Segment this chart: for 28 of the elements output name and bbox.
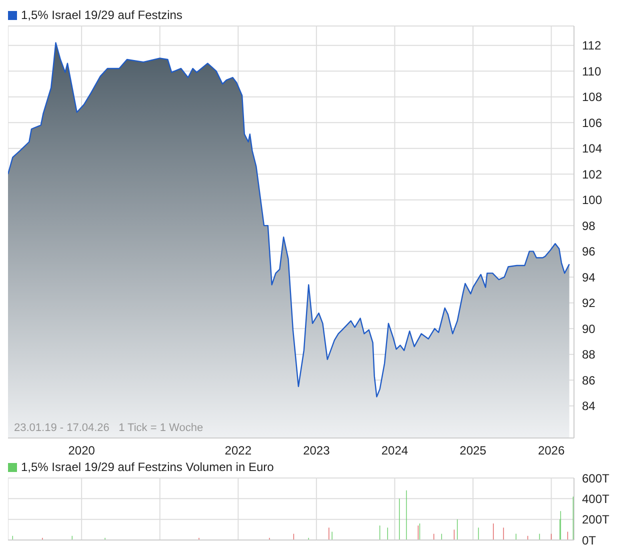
y-tick-label: 92 bbox=[582, 296, 596, 310]
y-tick-label: 88 bbox=[582, 348, 596, 362]
y-tick-label: 400T bbox=[582, 492, 610, 506]
x-tick-label: 2026 bbox=[538, 444, 565, 458]
y-tick-label: 0T bbox=[582, 533, 597, 546]
y-tick-label: 100 bbox=[582, 193, 602, 208]
y-tick-label: 200T bbox=[582, 512, 610, 527]
y-tick-label: 94 bbox=[582, 270, 596, 284]
y-tick-label: 102 bbox=[582, 167, 602, 182]
y-tick-label: 90 bbox=[582, 322, 596, 336]
annotation: 23.01.19 - 17.04.26 1 Tick = 1 Woche bbox=[14, 422, 204, 434]
x-tick-label: 2020 bbox=[68, 444, 96, 458]
x-tick-label: 2023 bbox=[303, 444, 330, 458]
y-tick-label: 108 bbox=[582, 90, 602, 104]
y-tick-label: 96 bbox=[582, 244, 596, 259]
y-tick-label: 104 bbox=[582, 142, 602, 156]
x-tick-label: 2024 bbox=[381, 444, 408, 458]
y-tick-label: 86 bbox=[582, 373, 596, 388]
y-tick-label: 110 bbox=[582, 64, 602, 78]
y-tick-label: 112 bbox=[582, 38, 602, 53]
y-tick-label: 98 bbox=[582, 218, 596, 233]
legend-label: 1,5% Israel 19/29 auf Festzins Volumen in Euro bbox=[21, 460, 274, 474]
y-tick-label: 106 bbox=[582, 116, 602, 130]
y-tick-label: 600T bbox=[582, 471, 610, 486]
x-tick-label: 2022 bbox=[224, 444, 252, 458]
legend-label: 1,5% Israel 19/29 auf Festzins bbox=[21, 8, 182, 22]
x-tick-label: 2025 bbox=[460, 444, 487, 458]
y-tick-label: 84 bbox=[582, 399, 596, 414]
